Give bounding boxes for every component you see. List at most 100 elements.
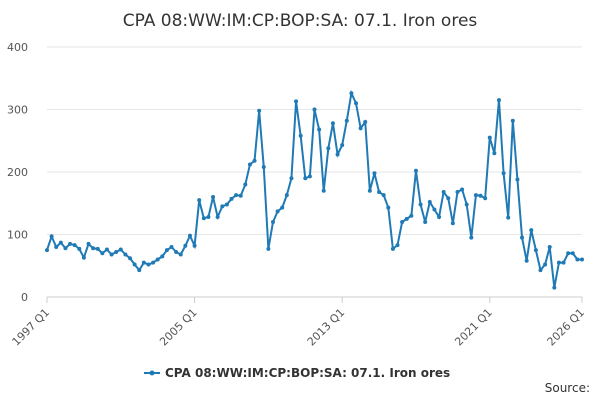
point [128, 256, 133, 261]
point [183, 243, 188, 248]
point [164, 248, 169, 253]
point [178, 252, 183, 257]
line [46, 89, 582, 288]
point [418, 202, 423, 207]
point [575, 257, 580, 262]
point [215, 215, 220, 219]
point [570, 251, 575, 256]
x-tick-label: 2005 Q1 [157, 306, 200, 349]
point [580, 257, 584, 262]
point [487, 135, 492, 140]
point [81, 255, 86, 260]
y-tick-label: 400 [7, 41, 28, 54]
point [243, 182, 248, 187]
point [49, 234, 54, 239]
point [257, 108, 262, 113]
point [386, 205, 391, 210]
y-tick-label: 100 [7, 229, 28, 242]
point [294, 99, 299, 104]
source: Source: [545, 381, 590, 395]
legend-label: CPA 08:WW:IM:CP:BOP:SA: 07.1. Iron ores [165, 366, 450, 380]
point [520, 235, 525, 240]
point [450, 221, 455, 226]
point [155, 257, 160, 262]
point [496, 98, 501, 103]
point [238, 193, 243, 198]
point [211, 195, 216, 199]
x-tick-label: 2021 Q1 [452, 306, 495, 349]
point [441, 190, 446, 194]
point [566, 251, 571, 256]
point [201, 216, 206, 221]
point [141, 260, 146, 265]
point [340, 143, 345, 148]
point [358, 126, 363, 131]
point [446, 196, 451, 201]
point [151, 260, 156, 265]
point [506, 215, 511, 220]
point [45, 248, 49, 253]
point [303, 176, 308, 181]
point [483, 196, 488, 201]
point [68, 241, 73, 246]
point [234, 193, 239, 198]
point [247, 162, 252, 167]
point [524, 258, 529, 263]
point [460, 187, 465, 192]
point [275, 209, 280, 214]
point [413, 168, 418, 173]
point [501, 171, 506, 176]
point [400, 220, 405, 224]
point [427, 200, 432, 204]
point [289, 176, 294, 181]
point [114, 250, 119, 254]
chart-title: CPA 08:WW:IM:CP:BOP:SA: 07.1. Iron ores [123, 11, 478, 31]
point [381, 193, 386, 198]
point [229, 196, 234, 201]
point [280, 205, 285, 210]
point [132, 262, 137, 267]
point [58, 240, 63, 245]
point [390, 246, 395, 251]
point [344, 118, 349, 123]
point [317, 127, 322, 132]
point [547, 245, 552, 249]
point [492, 151, 497, 156]
point [552, 285, 557, 290]
point [146, 262, 151, 267]
point [423, 220, 428, 224]
point [109, 252, 114, 257]
point [561, 260, 566, 265]
point [349, 91, 354, 96]
point [437, 215, 442, 219]
point [533, 248, 538, 253]
point [104, 247, 109, 252]
point [455, 190, 460, 194]
point [63, 246, 68, 251]
point [72, 243, 77, 248]
point [266, 246, 271, 251]
point [169, 245, 174, 249]
point [363, 120, 368, 124]
point [91, 246, 96, 251]
y-tick-label: 300 [7, 104, 28, 117]
point [298, 133, 303, 138]
point [469, 235, 474, 240]
y-tick-label: 0 [21, 291, 28, 304]
point [174, 250, 179, 254]
point [224, 202, 229, 207]
point [187, 233, 192, 238]
point [206, 215, 211, 219]
point [377, 190, 382, 194]
point [335, 152, 340, 157]
point [197, 198, 202, 203]
point [284, 193, 289, 198]
point [367, 188, 372, 193]
point [261, 165, 266, 169]
point [464, 202, 469, 207]
point [252, 158, 257, 163]
point [137, 268, 142, 273]
point [321, 188, 326, 193]
point [312, 107, 317, 112]
